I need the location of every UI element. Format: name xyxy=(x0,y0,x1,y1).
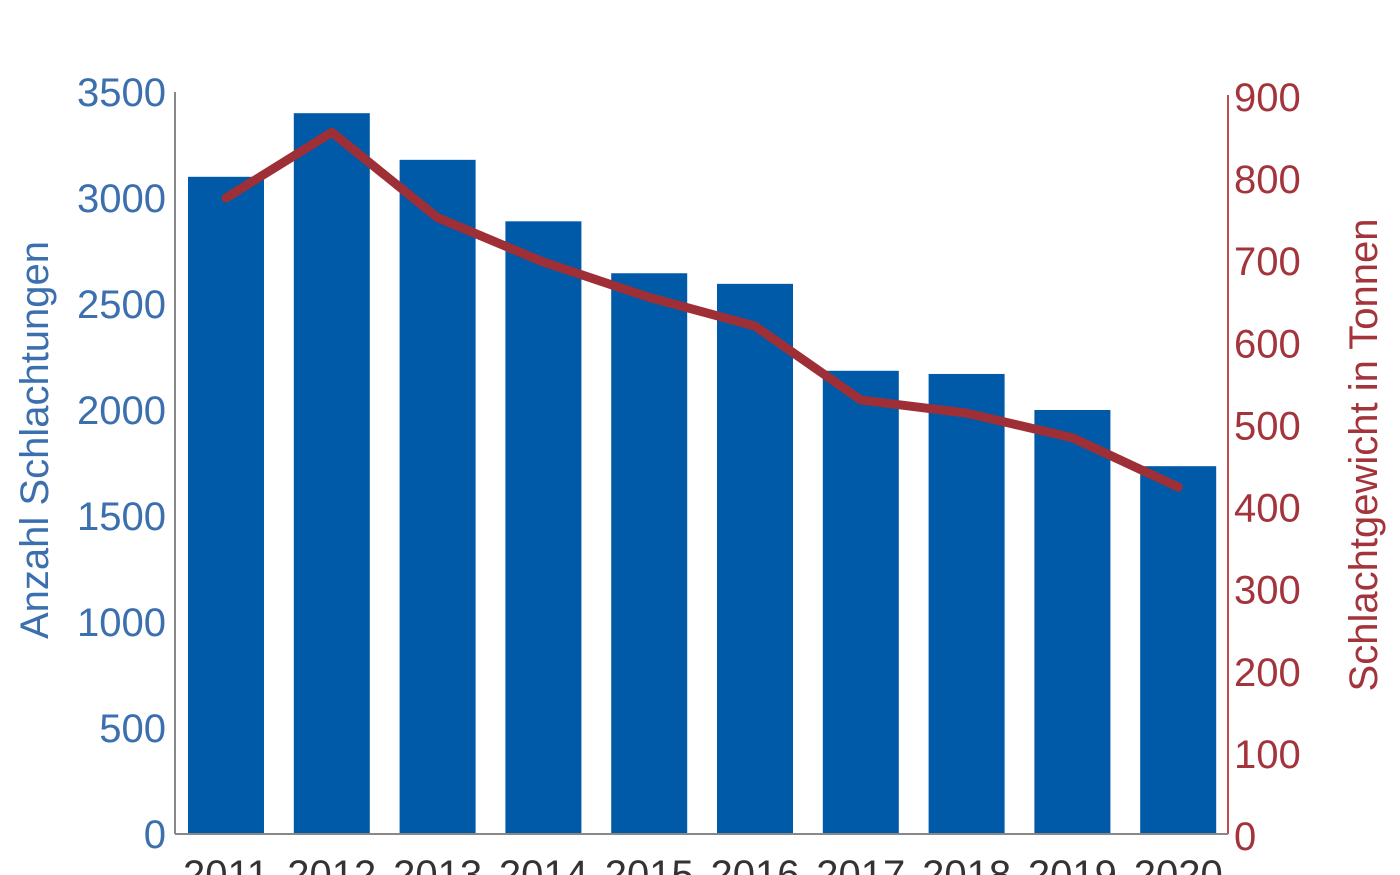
line-point-2017 xyxy=(859,398,862,401)
x-tick-label: 2020 xyxy=(1134,853,1223,875)
line-point-2014 xyxy=(542,261,545,264)
x-tick-label: 2016 xyxy=(711,853,800,875)
bar-2017 xyxy=(822,370,899,834)
x-tick-label: 2019 xyxy=(1028,853,1117,875)
right-tick-label: 900 xyxy=(1234,76,1301,120)
right-tick-label: 700 xyxy=(1234,240,1301,284)
line-point-2013 xyxy=(436,216,439,219)
line-point-2011 xyxy=(225,196,227,199)
left-tick-label: 2500 xyxy=(77,283,166,327)
x-tick-label: 2012 xyxy=(287,853,376,875)
left-tick-label: 1500 xyxy=(77,495,166,539)
bar-2016 xyxy=(717,283,793,834)
right-tick-label: 400 xyxy=(1234,487,1301,531)
right-tick-label: 200 xyxy=(1234,651,1301,695)
right-tick-label: 300 xyxy=(1234,569,1301,613)
bar-2018 xyxy=(928,373,1005,834)
right-axis-title: Schlachtgewicht in Tonnen xyxy=(1342,219,1386,692)
left-axis-title: Anzahl Schlachtungen xyxy=(13,241,57,639)
line-point-2020 xyxy=(1177,486,1180,489)
bar-2015 xyxy=(611,273,688,834)
right-tick-label: 800 xyxy=(1234,158,1301,202)
left-tick-label: 500 xyxy=(99,707,166,751)
left-tick-label: 1000 xyxy=(77,601,166,645)
line-point-2019 xyxy=(1071,436,1074,439)
right-tick-label: 0 xyxy=(1234,815,1256,859)
x-tick-label: 2014 xyxy=(499,853,588,875)
bar-2011 xyxy=(188,176,264,835)
x-tick-label: 2018 xyxy=(922,853,1011,875)
x-tick-label: 2015 xyxy=(605,853,694,875)
line-point-2016 xyxy=(754,325,756,328)
right-tick-label: 500 xyxy=(1234,404,1301,448)
right-tick-label: 100 xyxy=(1234,733,1301,777)
bar-2014 xyxy=(505,221,582,834)
left-tick-label: 3500 xyxy=(77,71,166,115)
left-tick-label: 3000 xyxy=(77,177,166,221)
x-tick-label: 2017 xyxy=(816,853,905,875)
x-tick-label: 2013 xyxy=(393,853,482,875)
bar-2019 xyxy=(1034,410,1111,834)
bar-2012 xyxy=(293,113,370,834)
line-point-2018 xyxy=(965,412,968,415)
bar-2020 xyxy=(1140,466,1217,834)
bar-2013 xyxy=(399,159,476,835)
left-tick-label: 0 xyxy=(144,813,166,857)
line-point-2015 xyxy=(648,296,651,299)
left-tick-label: 2000 xyxy=(77,389,166,433)
weight-line xyxy=(221,127,1183,492)
x-tick-label: 2011 xyxy=(183,853,269,875)
right-tick-label: 600 xyxy=(1234,322,1301,366)
line-point-2012 xyxy=(330,131,333,134)
